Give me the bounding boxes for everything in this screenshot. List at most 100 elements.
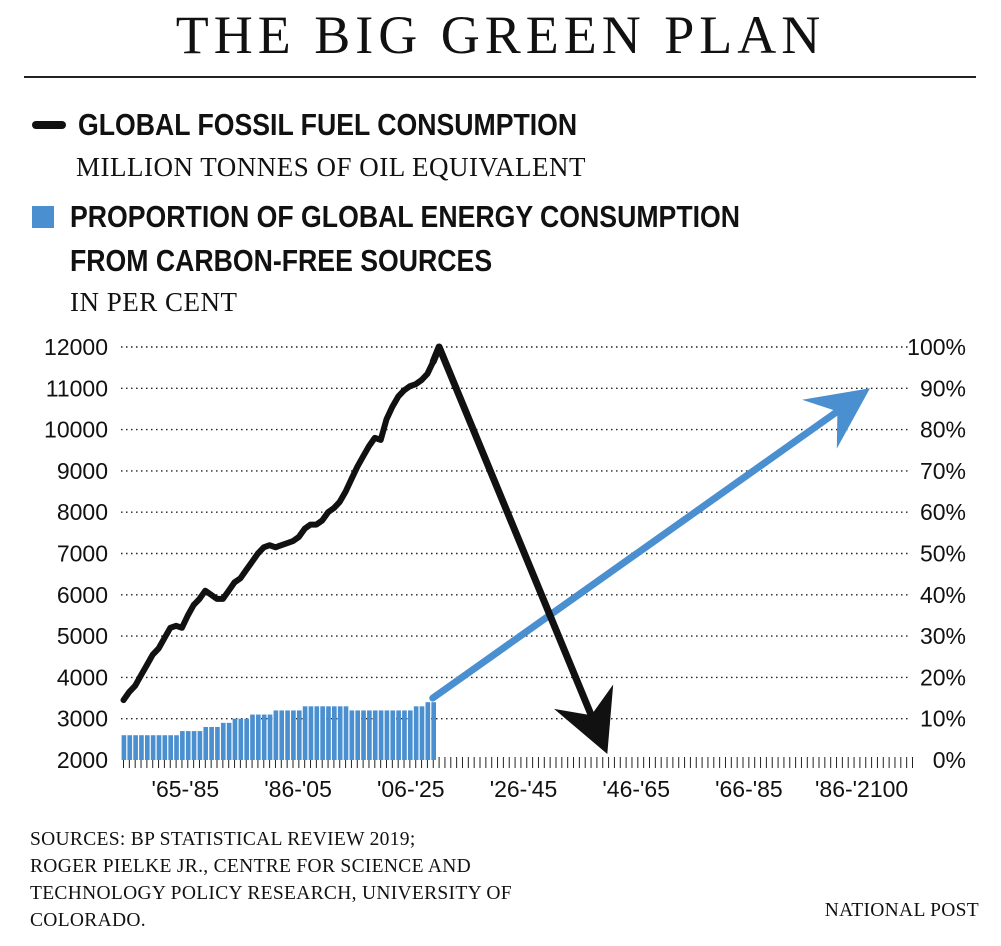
x-category-label: '65-'85 [152, 776, 220, 802]
carbon-free-bar [244, 718, 249, 760]
x-axis-categories: '65-'85 '86-'05 '06-'25 '26-'45 '46-'65 '66-'… [152, 776, 909, 802]
carbon-free-bar [302, 706, 308, 760]
carbon-free-bar [296, 710, 302, 760]
carbon-free-bar [180, 731, 185, 760]
carbon-free-bar [215, 726, 220, 760]
carbon-free-bar [367, 710, 372, 760]
carbon-free-bar [425, 702, 431, 760]
right-axis-tick-label: 40% [920, 582, 966, 608]
carbon-free-bar [413, 706, 419, 760]
left-axis-tick-label: 9000 [57, 458, 108, 484]
carbon-free-bar [308, 706, 314, 760]
carbon-free-bar [378, 710, 384, 760]
page-title: THE BIG GREEN PLAN [175, 5, 826, 65]
left-axis-tick-label: 5000 [57, 623, 108, 649]
carbon-free-bar [144, 735, 150, 760]
carbon-free-bar [407, 710, 413, 760]
left-axis-tick-label: 6000 [57, 582, 108, 608]
x-category-label: '26-'45 [490, 776, 558, 802]
left-axis-tick-label: 3000 [57, 706, 108, 732]
left-axis-tick-label: 2000 [57, 747, 108, 773]
carbon-free-bar [197, 731, 203, 760]
carbon-free-bar [174, 735, 179, 760]
right-axis-tick-label: 80% [920, 417, 966, 443]
carbon-free-bar [139, 735, 144, 760]
right-axis-tick-label: 10% [920, 706, 966, 732]
carbon-free-bar [203, 726, 209, 760]
right-axis-tick-label: 50% [920, 541, 966, 567]
legend-bar-swatch [32, 206, 54, 228]
left-axis-tick-label: 10000 [44, 417, 108, 443]
carbon-free-bar [285, 710, 290, 760]
carbon-free-bar [355, 710, 361, 760]
carbon-free-bar [337, 706, 343, 760]
carbon-free-bar [121, 735, 127, 760]
carbon-free-bar [361, 710, 366, 760]
carbon-free-bar [332, 706, 337, 760]
carbon-free-bar [256, 714, 261, 760]
carbon-free-bar [162, 735, 168, 760]
sources-line: COLORADO. [30, 910, 146, 931]
fossil-line-group [120, 343, 870, 754]
carbon-free-bar [273, 710, 279, 760]
carbon-free-bar [384, 710, 390, 760]
right-axis-tick-label: 60% [920, 499, 966, 525]
fossil-arrowhead [554, 684, 614, 754]
carbon-free-bar [150, 735, 156, 760]
carbon-free-bar [314, 706, 320, 760]
sources-line: ROGER PIELKE JR., CENTRE FOR SCIENCE AND [30, 856, 472, 877]
left-axis-ticks: 2000 3000 4000 5000 6000 7000 8000 9000 10000 110… [44, 334, 108, 773]
carbon-free-bar [250, 714, 255, 760]
carbon-free-bar [267, 714, 273, 760]
right-axis-tick-label: 90% [920, 375, 966, 401]
carbon-free-bar [232, 718, 238, 760]
chart-area: 2000 3000 4000 5000 6000 7000 8000 9000 10000 110… [44, 334, 966, 802]
right-axis-tick-label: 0% [933, 747, 966, 773]
right-axis-tick-label: 100% [907, 334, 966, 360]
title-divider [24, 76, 976, 78]
right-axis-tick-label: 20% [920, 664, 966, 690]
carbon-free-projection-arrow [429, 407, 841, 702]
carbon-free-bar [191, 731, 197, 760]
carbon-free-bar [220, 722, 226, 760]
carbon-free-bar [133, 735, 138, 760]
x-category-label: '86-'2100 [815, 776, 908, 802]
carbon-free-bar [127, 735, 133, 760]
carbon-free-bar [291, 710, 296, 760]
left-axis-tick-label: 7000 [57, 541, 108, 567]
legend-line-unit: MILLION TONNES OF OIL EQUIVALENT [76, 152, 586, 182]
fossil-consumption-line [120, 358, 437, 704]
carbon-free-bar [209, 726, 214, 760]
right-axis-ticks: 0% 10% 20% 30% 40% 50% 60% 70% 80% 90% 100% [907, 334, 966, 773]
carbon-free-bar [419, 706, 425, 760]
carbon-free-bar [372, 710, 378, 760]
carbon-free-bar [431, 702, 436, 760]
legend-line-label: GLOBAL FOSSIL FUEL CONSUMPTION [78, 107, 578, 142]
carbon-free-bar [156, 735, 162, 760]
carbon-free-bar [396, 710, 401, 760]
x-category-label: '66-'85 [715, 776, 783, 802]
sources-line: SOURCES: BP STATISTICAL REVIEW 2019; [30, 829, 416, 850]
legend-bar-unit: IN PER CENT [70, 287, 238, 317]
left-axis-tick-label: 12000 [44, 334, 108, 360]
left-axis-tick-label: 11000 [46, 375, 108, 401]
carbon-free-bar [185, 731, 191, 760]
carbon-free-bar [238, 718, 244, 760]
carbon-free-bars [121, 702, 436, 760]
legend-bar-label-line1: PROPORTION OF GLOBAL ENERGY CONSUMPTION [70, 199, 741, 234]
x-category-label: '46-'65 [602, 776, 670, 802]
legend-bar-label-line2: FROM CARBON-FREE SOURCES [70, 243, 493, 278]
publisher-credit: NATIONAL POST [824, 900, 979, 921]
carbon-free-arrowhead [802, 388, 870, 449]
left-axis-tick-label: 8000 [57, 499, 108, 525]
sources-line: TECHNOLOGY POLICY RESEARCH, UNIVERSITY O… [30, 883, 512, 904]
left-axis-tick-label: 4000 [57, 664, 108, 690]
carbon-free-bar [343, 706, 349, 760]
carbon-free-bar [279, 710, 285, 760]
x-category-label: '86-'05 [264, 776, 332, 802]
x-category-label: '06-'25 [377, 776, 445, 802]
carbon-free-bar [349, 710, 355, 760]
legend-line-swatch [32, 121, 66, 129]
carbon-free-bar [261, 714, 267, 760]
carbon-free-bar [226, 722, 232, 760]
